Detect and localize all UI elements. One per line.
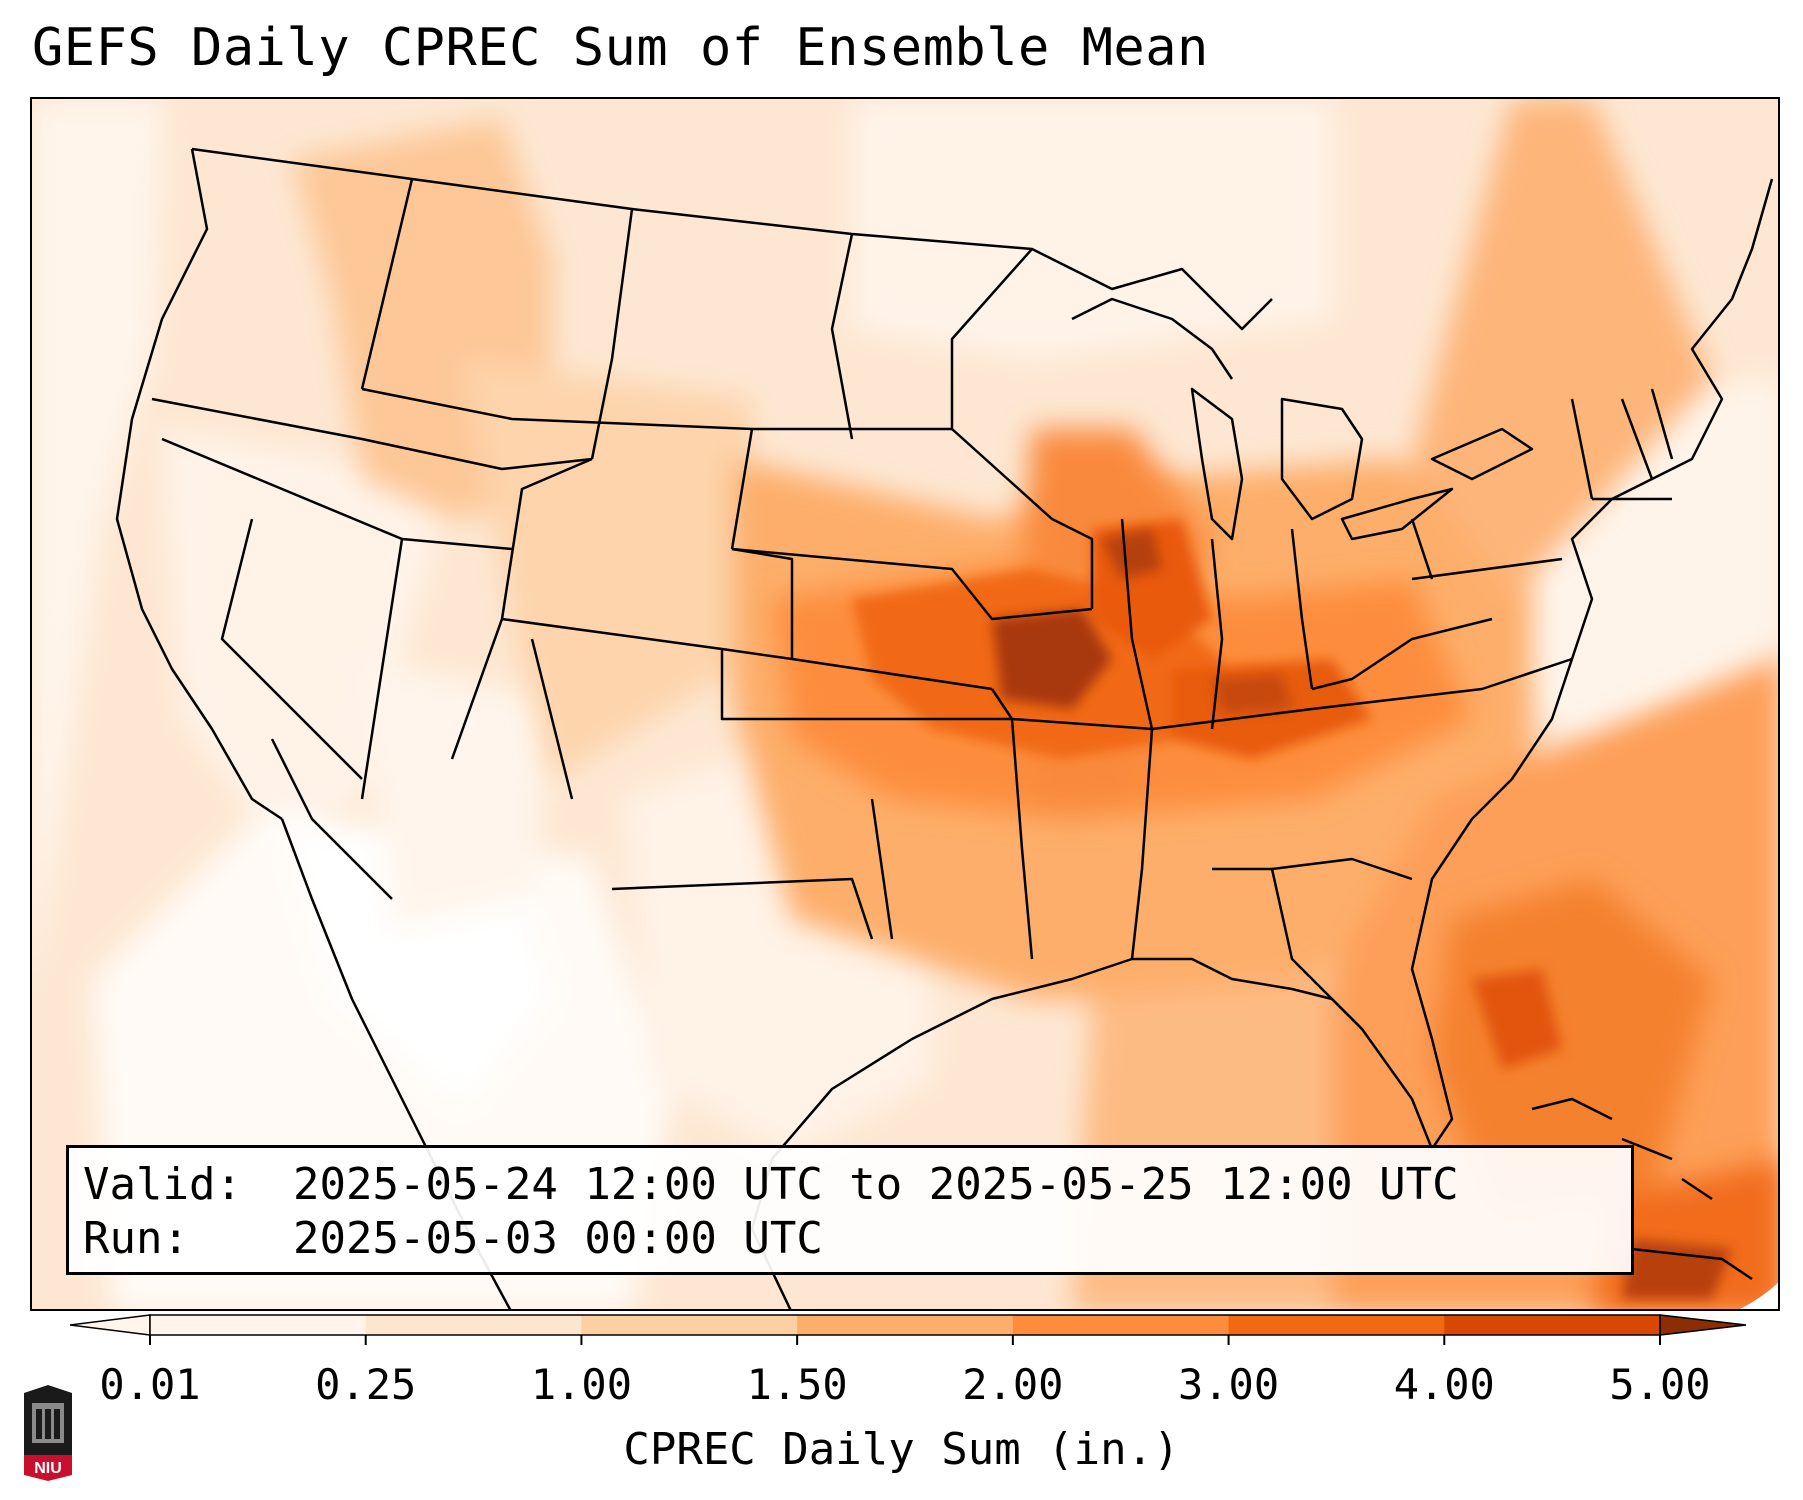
boundaries xyxy=(115,147,1774,1309)
run-value: 2025-05-03 00:00 UTC xyxy=(293,1213,823,1264)
niu-logo-text: NIU xyxy=(34,1460,62,1477)
colorbar-tick-label: 4.00 xyxy=(1393,1360,1495,1409)
projection-edge xyxy=(1740,1282,1778,1309)
colorbar-extend-high xyxy=(1659,1314,1747,1336)
run-line: Run: 2025-05-03 00:00 UTC xyxy=(83,1212,1617,1266)
colorbar-extend-low xyxy=(70,1314,151,1336)
colorbar-tick-label: 5.00 xyxy=(1609,1360,1711,1409)
run-label: Run: xyxy=(83,1213,189,1264)
colorbar-tick-label: 3.00 xyxy=(1177,1360,1280,1409)
precip-max xyxy=(992,529,1292,714)
colorbar-segment xyxy=(1012,1315,1230,1335)
colorbar-label: CPREC Daily Sum (in.) xyxy=(623,1424,1180,1475)
valid-run-infobox: Valid: 2025-05-24 12:00 UTC to 2025-05-25… xyxy=(66,1145,1634,1275)
colorbar-tick-label: 0.01 xyxy=(99,1360,201,1409)
colorbar-outline xyxy=(149,1314,1661,1336)
colorbar xyxy=(70,1314,1747,1345)
colorbar-tick-label: 0.25 xyxy=(315,1360,417,1409)
colorbar-tick-label: 1.50 xyxy=(746,1360,848,1409)
colorbar-segment xyxy=(581,1315,798,1335)
colorbar-segment xyxy=(365,1315,582,1335)
valid-line: Valid: 2025-05-24 12:00 UTC to 2025-05-25… xyxy=(83,1158,1617,1212)
colorbar-segment xyxy=(150,1315,367,1335)
colorbar-tick-label: 2.00 xyxy=(962,1360,1064,1409)
niu-logo: NIU xyxy=(24,1385,72,1481)
colorbar-segment xyxy=(1228,1315,1445,1335)
precipitation-map xyxy=(32,99,1778,1309)
valid-label: Valid: xyxy=(83,1159,242,1210)
valid-value: 2025-05-24 12:00 UTC to 2025-05-25 12:00… xyxy=(293,1159,1459,1210)
colorbar-tick-label: 1.00 xyxy=(530,1360,632,1409)
colorbar-segment xyxy=(1444,1315,1661,1335)
map-title: GEFS Daily CPREC Sum of Ensemble Mean xyxy=(32,18,1209,78)
islands xyxy=(1531,1097,1753,1281)
colorbar-segment xyxy=(797,1315,1014,1335)
map-panel xyxy=(30,97,1780,1311)
